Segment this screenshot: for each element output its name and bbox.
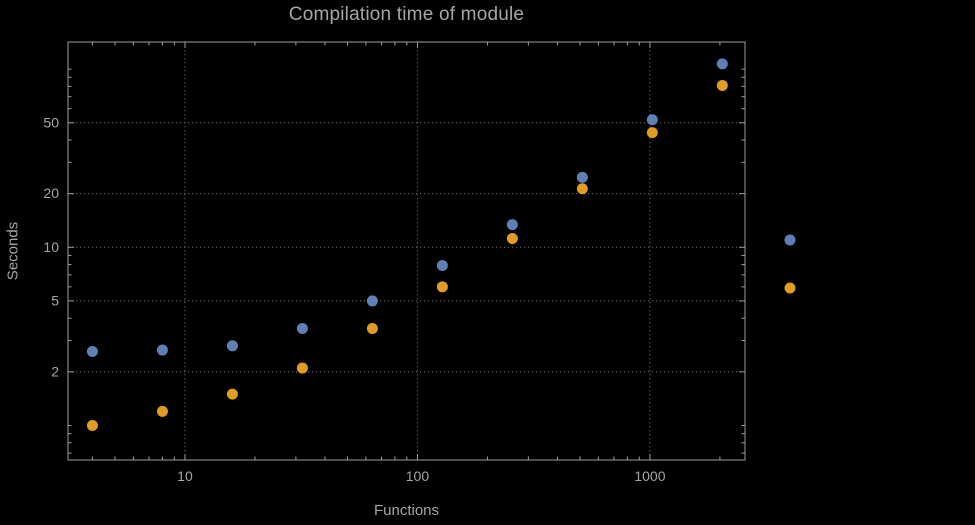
chart-title: Compilation time of module (288, 4, 525, 25)
y-tick-label: 2 (51, 363, 59, 379)
data-point (366, 295, 378, 307)
orange-series (86, 79, 728, 431)
data-point (436, 281, 448, 293)
data-point (576, 183, 588, 195)
data-point (86, 346, 98, 358)
data-point (506, 219, 518, 231)
data-point (86, 419, 98, 431)
y-tick-label: 10 (43, 239, 59, 255)
data-point (226, 388, 238, 400)
data-point (156, 405, 168, 417)
data-point (506, 233, 518, 245)
data-point (366, 323, 378, 335)
data-point (436, 260, 448, 272)
tick-labels: 10 100 1000 2 5 10 20 50 (43, 114, 665, 484)
data-point (296, 323, 308, 335)
data-point (156, 344, 168, 356)
legend-marker-blue-series (784, 234, 796, 246)
data-point (716, 79, 728, 91)
data-point (576, 171, 588, 183)
y-tick-label: 50 (43, 114, 59, 130)
data-point (646, 127, 658, 139)
gridlines (68, 42, 745, 460)
data-point (226, 340, 238, 352)
data-point (646, 114, 658, 126)
x-axis-label: Functions (373, 502, 440, 519)
blue-series (86, 58, 728, 358)
legend-marker-orange-series (784, 282, 796, 294)
data-point (296, 362, 308, 374)
x-tick-label: 1000 (634, 468, 665, 484)
x-tick-label: 10 (177, 468, 193, 484)
y-tick-label: 20 (43, 185, 59, 201)
y-axis-label: Seconds (4, 221, 22, 281)
y-tick-label: 5 (51, 292, 59, 308)
axis-ticks (68, 42, 745, 460)
data-point (716, 58, 728, 70)
plot-frame (67, 41, 746, 461)
legend (784, 234, 796, 294)
x-tick-label: 100 (406, 468, 430, 484)
